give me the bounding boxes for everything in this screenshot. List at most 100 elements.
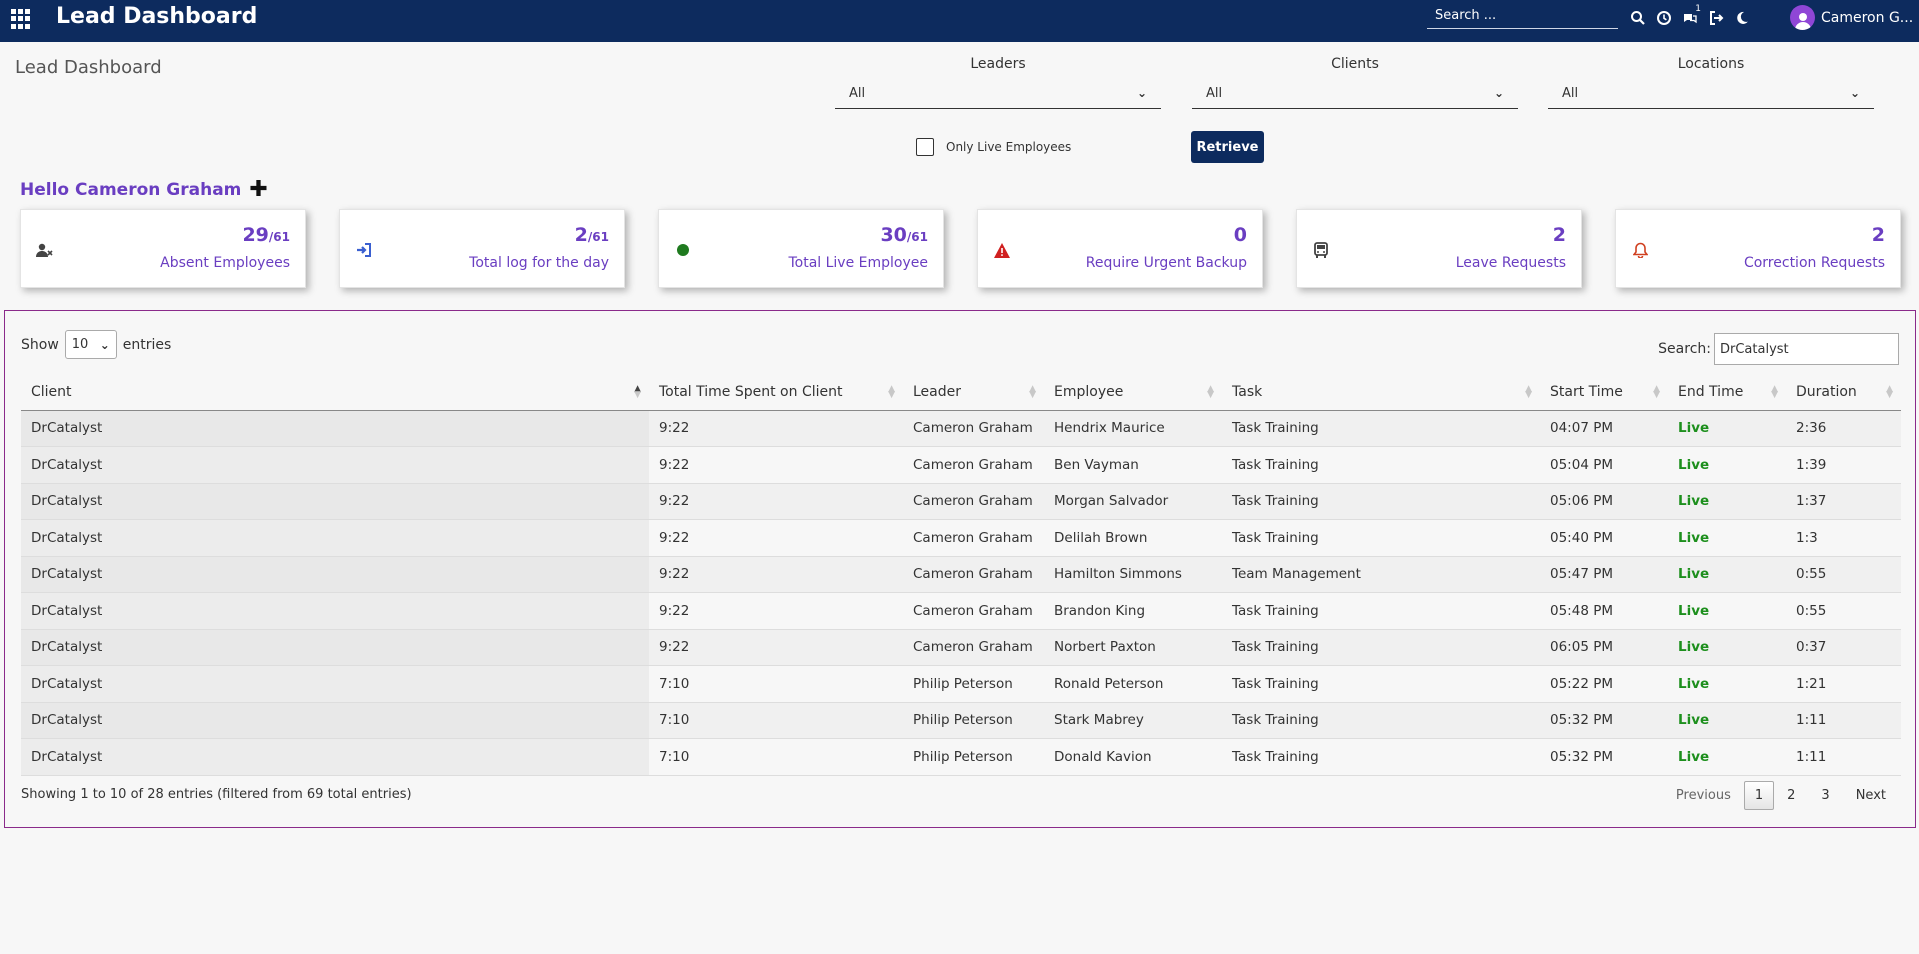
end-time-cell: Live bbox=[1668, 483, 1786, 520]
client-cell: DrCatalyst bbox=[21, 592, 649, 630]
table-row[interactable]: DrCatalyst 9:22 Cameron Graham Morgan Salva… bbox=[21, 483, 1901, 520]
start-time-cell: 05:47 PM bbox=[1540, 556, 1668, 593]
plus-icon[interactable]: ✚ bbox=[249, 177, 268, 202]
client-cell: DrCatalyst bbox=[21, 410, 649, 447]
logout-icon[interactable] bbox=[1703, 8, 1729, 28]
table-row[interactable]: DrCatalyst 9:22 Cameron Graham Norbert Paxt… bbox=[21, 629, 1901, 666]
leader-cell: Philip Peterson bbox=[903, 738, 1044, 776]
client-cell: DrCatalyst bbox=[21, 519, 649, 557]
employee-cell: Ben Vayman bbox=[1044, 446, 1222, 484]
total-live-employee-card[interactable]: 30/61 Total Live Employee bbox=[658, 209, 944, 288]
card-count: 30 bbox=[880, 224, 907, 246]
retrieve-button[interactable]: Retrieve bbox=[1191, 131, 1264, 163]
column-header-employee[interactable]: Employee ▲ ▼ bbox=[1044, 375, 1222, 411]
client-cell: DrCatalyst bbox=[21, 556, 649, 593]
leader-cell: Cameron Graham bbox=[903, 483, 1044, 520]
locations-filter-label: Locations bbox=[1677, 56, 1745, 72]
client-cell: DrCatalyst bbox=[21, 702, 649, 739]
apps-grid-icon[interactable] bbox=[11, 9, 31, 29]
card-count: 2 bbox=[1871, 224, 1885, 246]
column-header-duration[interactable]: Duration ▲ ▼ bbox=[1786, 375, 1901, 411]
correction-requests-card[interactable]: 2 Correction Requests bbox=[1615, 209, 1901, 288]
table-row[interactable]: DrCatalyst 9:22 Cameron Graham Brandon King… bbox=[21, 592, 1901, 630]
leader-cell: Cameron Graham bbox=[903, 410, 1044, 447]
column-header-task[interactable]: Task ▲ ▼ bbox=[1222, 375, 1540, 411]
card-count: 29 bbox=[242, 224, 269, 246]
leader-cell: Cameron Graham bbox=[903, 556, 1044, 593]
total-log-card[interactable]: 2/61 Total log for the day bbox=[339, 209, 625, 288]
chevron-down-icon: ⌄ bbox=[1849, 86, 1860, 100]
page-button-1[interactable]: 1 bbox=[1743, 781, 1775, 810]
urgent-backup-card[interactable]: 0 Require Urgent Backup bbox=[977, 209, 1263, 288]
dark-mode-moon-icon[interactable] bbox=[1729, 8, 1755, 28]
absent-employees-card[interactable]: 29/61 Absent Employees bbox=[20, 209, 306, 288]
task-cell: Task Training bbox=[1222, 410, 1540, 447]
sort-ascending-icon: ▲ ▼ bbox=[634, 384, 641, 400]
chevron-down-icon: ⌄ bbox=[99, 337, 110, 352]
column-label: Task bbox=[1232, 384, 1263, 401]
search-icon[interactable] bbox=[1625, 8, 1651, 28]
employee-cell: Delilah Brown bbox=[1044, 519, 1222, 557]
duration-cell: 1:37 bbox=[1786, 483, 1901, 520]
bus-icon bbox=[1312, 241, 1330, 259]
table-row[interactable]: DrCatalyst 9:22 Cameron Graham Hendrix Maur… bbox=[21, 410, 1901, 447]
end-time-cell: Live bbox=[1668, 410, 1786, 447]
column-label: Employee bbox=[1054, 384, 1124, 401]
column-header-start-time[interactable]: Start Time ▲ ▼ bbox=[1540, 375, 1668, 411]
only-live-checkbox[interactable] bbox=[916, 138, 934, 156]
table-row[interactable]: DrCatalyst 7:10 Philip Peterson Donald Kavi… bbox=[21, 738, 1901, 776]
employee-cell: Ronald Peterson bbox=[1044, 665, 1222, 703]
clock-icon[interactable] bbox=[1651, 8, 1677, 28]
employee-cell: Brandon King bbox=[1044, 592, 1222, 630]
leaders-select[interactable]: All ⌄ bbox=[835, 78, 1161, 109]
previous-page-button[interactable]: Previous bbox=[1675, 788, 1731, 803]
column-header-end-time[interactable]: End Time ▲ ▼ bbox=[1668, 375, 1786, 411]
notifications-icon[interactable]: 1 bbox=[1677, 4, 1703, 28]
warning-icon bbox=[993, 241, 1011, 259]
user-menu[interactable]: Cameron G... bbox=[1790, 5, 1913, 30]
table-search-input[interactable] bbox=[1714, 333, 1899, 365]
total-time-cell: 7:10 bbox=[649, 665, 903, 703]
page-length-select[interactable]: 10 ⌄ bbox=[64, 330, 117, 359]
global-search-input[interactable] bbox=[1427, 2, 1618, 29]
sort-icon: ▲ ▼ bbox=[1653, 384, 1660, 400]
column-label: Duration bbox=[1796, 384, 1857, 401]
start-time-cell: 05:40 PM bbox=[1540, 519, 1668, 557]
sort-icon: ▲ ▼ bbox=[1029, 384, 1036, 400]
column-header-total-time[interactable]: Total Time Spent on Client ▲ ▼ bbox=[649, 375, 903, 411]
table-row[interactable]: DrCatalyst 9:22 Cameron Graham Delilah Brow… bbox=[21, 519, 1901, 557]
table-search: Search: bbox=[1658, 333, 1899, 365]
column-header-client[interactable]: Client ▲ ▼ bbox=[21, 375, 649, 411]
duration-cell: 0:55 bbox=[1786, 556, 1901, 593]
clients-select[interactable]: All ⌄ bbox=[1192, 78, 1518, 109]
only-live-employees-toggle[interactable]: Only Live Employees bbox=[916, 138, 1071, 156]
employee-cell: Hamilton Simmons bbox=[1044, 556, 1222, 593]
task-cell: Task Training bbox=[1222, 592, 1540, 630]
next-page-button[interactable]: Next bbox=[1855, 788, 1886, 803]
column-header-leader[interactable]: Leader ▲ ▼ bbox=[903, 375, 1044, 411]
column-label: End Time bbox=[1678, 384, 1744, 401]
locations-select[interactable]: All ⌄ bbox=[1548, 78, 1874, 109]
page-button-3[interactable]: 3 bbox=[1821, 788, 1830, 803]
task-cell: Task Training bbox=[1222, 665, 1540, 703]
card-count: 0 bbox=[1233, 224, 1247, 246]
table-row[interactable]: DrCatalyst 7:10 Philip Peterson Ronald Pete… bbox=[21, 665, 1901, 703]
column-label: Start Time bbox=[1550, 384, 1623, 401]
sort-icon: ▲ ▼ bbox=[888, 384, 895, 400]
leave-requests-card[interactable]: 2 Leave Requests bbox=[1296, 209, 1582, 288]
page-button-2[interactable]: 2 bbox=[1787, 788, 1796, 803]
leaders-filter-label: Leaders bbox=[970, 56, 1026, 72]
table-row[interactable]: DrCatalyst 9:22 Cameron Graham Hamilton Sim… bbox=[21, 556, 1901, 593]
column-label: Client bbox=[31, 384, 72, 401]
table-row[interactable]: DrCatalyst 7:10 Philip Peterson Stark Mabre… bbox=[21, 702, 1901, 739]
table-row[interactable]: DrCatalyst 9:22 Cameron Graham Ben Vayman Ta… bbox=[21, 446, 1901, 484]
employee-cell: Donald Kavion bbox=[1044, 738, 1222, 776]
leads-table: Client ▲ ▼ Total Time Spent on Client ▲ ▼ Le… bbox=[21, 375, 1901, 776]
start-time-cell: 04:07 PM bbox=[1540, 410, 1668, 447]
task-cell: Task Training bbox=[1222, 483, 1540, 520]
task-cell: Task Training bbox=[1222, 519, 1540, 557]
leader-cell: Cameron Graham bbox=[903, 592, 1044, 630]
start-time-cell: 05:32 PM bbox=[1540, 738, 1668, 776]
column-label: Leader bbox=[913, 384, 962, 401]
sign-in-icon bbox=[355, 241, 373, 259]
